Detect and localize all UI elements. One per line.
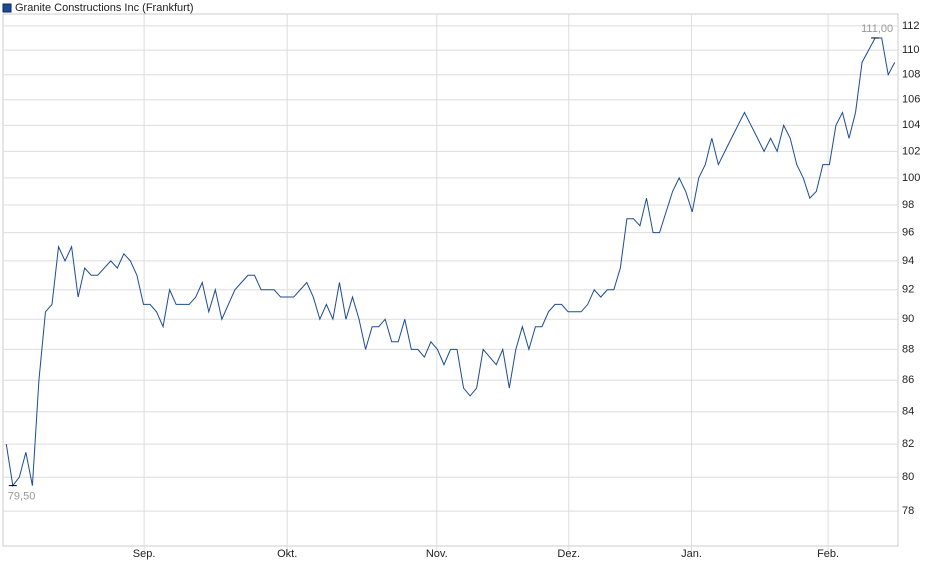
y-tick-label: 84 xyxy=(902,406,914,418)
y-tick-label: 88 xyxy=(902,343,914,355)
extreme-label: 111,00 xyxy=(861,23,893,35)
y-tick-label: 100 xyxy=(902,172,920,184)
legend-label: Granite Constructions Inc (Frankfurt) xyxy=(15,2,194,14)
extreme-label: 79,50 xyxy=(8,491,36,503)
x-tick-label: Dez. xyxy=(557,548,580,560)
y-tick-label: 90 xyxy=(902,313,914,325)
y-tick-label: 78 xyxy=(902,505,914,517)
plot-frame xyxy=(2,13,899,547)
y-tick-label: 106 xyxy=(902,94,920,106)
y-tick-label: 96 xyxy=(902,227,914,239)
x-tick-label: Nov. xyxy=(426,548,448,560)
y-tick-label: 110 xyxy=(902,44,920,56)
y-tick-label: 102 xyxy=(902,145,920,157)
legend-swatch xyxy=(2,3,12,13)
y-tick-label: 82 xyxy=(902,438,914,450)
y-tick-label: 108 xyxy=(902,69,920,81)
x-tick-label: Jan. xyxy=(681,548,702,560)
price-line xyxy=(5,37,896,487)
y-tick-label: 112 xyxy=(902,20,920,32)
y-tick-label: 104 xyxy=(902,119,920,131)
x-tick-label: Feb. xyxy=(817,548,839,560)
y-tick-label: 86 xyxy=(902,374,914,386)
y-tick-label: 92 xyxy=(902,284,914,296)
y-tick-label: 80 xyxy=(902,471,914,483)
y-tick-label: 94 xyxy=(902,255,914,267)
x-tick-label: Sep. xyxy=(133,548,156,560)
x-tick-label: Okt. xyxy=(277,548,297,560)
y-tick-label: 98 xyxy=(902,199,914,211)
